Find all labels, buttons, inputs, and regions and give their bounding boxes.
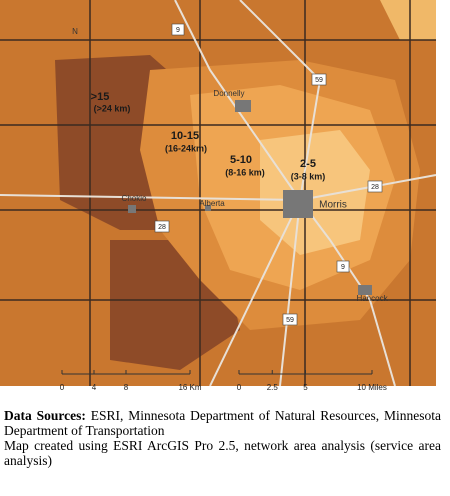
- road-label: 59: [315, 77, 323, 84]
- scale-label: 0: [60, 383, 65, 392]
- place-label: Alberta: [199, 199, 225, 208]
- place-label: Morris: [319, 200, 347, 211]
- scale-label: 2.5: [267, 383, 279, 392]
- caption-bold: Data Sources:: [4, 408, 86, 423]
- caption-note: Map created using ESRI ArcGIS Pro 2.5, n…: [4, 438, 441, 468]
- place-label: Donnelly: [213, 89, 244, 98]
- road-label: 28: [158, 224, 166, 231]
- map: N >15 (>24 km) 10-15 (16-24km) 5-10 (8-1…: [0, 0, 450, 400]
- zone-label: 10-15: [171, 130, 199, 142]
- zone-sublabel: (16-24km): [165, 143, 207, 153]
- zone-sublabel: (3-8 km): [291, 171, 326, 181]
- zone-sublabel: (>24 km): [94, 103, 131, 113]
- place-label: Chokio: [122, 194, 147, 203]
- road-label: 28: [371, 184, 379, 191]
- road-label: 59: [286, 317, 294, 324]
- near-zone: [380, 0, 436, 40]
- scale-label: 10 Miles: [357, 383, 387, 392]
- scale-label: 8: [124, 383, 129, 392]
- scale-label: 0: [237, 383, 242, 392]
- scale-background: [0, 386, 450, 400]
- zone-label: 5-10: [230, 154, 252, 166]
- scale-label: 16 Km: [178, 383, 201, 392]
- towns: [128, 100, 372, 295]
- caption: Data Sources: ESRI, Minnesota Department…: [4, 408, 441, 468]
- road-label: 9: [176, 27, 180, 34]
- north-arrow: N: [72, 27, 78, 36]
- place-label: Hancock: [356, 294, 388, 303]
- road-label: 9: [341, 264, 345, 271]
- zone-label: 2-5: [300, 158, 316, 170]
- zone-sublabel: (8-16 km): [225, 167, 265, 177]
- zone-label: >15: [91, 91, 110, 103]
- scale-label: 4: [92, 383, 97, 392]
- caption-sources: ESRI, Minnesota Department of Natural Re…: [4, 408, 442, 438]
- road-shields: [154, 23, 383, 326]
- scale-label: 5: [303, 383, 308, 392]
